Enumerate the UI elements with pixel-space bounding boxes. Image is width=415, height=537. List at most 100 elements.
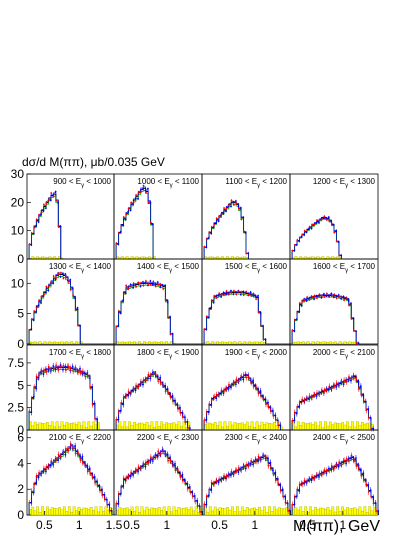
data-point [267,464,270,467]
data-point [179,406,181,409]
data-point [321,389,323,392]
panel: 1700 < Eγ < 1800 0 2.5 5 7.5 [7,344,115,437]
data-point [301,483,304,486]
systematics-band-bin [36,424,39,431]
data-point [142,383,144,386]
data-point [220,389,223,392]
data-point [255,386,257,389]
systematics-band-bin [160,341,164,345]
data-point [91,385,94,388]
data-point [362,400,365,402]
systematics-band-bin [311,424,315,431]
data-point [323,215,326,218]
data-point [115,325,118,328]
data-point [343,299,345,301]
systematics-band-bin [277,507,281,516]
data-point [315,221,318,224]
data-point [28,243,31,246]
data-point [215,397,218,400]
data-point [210,399,213,401]
data-point [320,296,323,299]
data-point [60,271,62,274]
systematics-band-bin [263,424,266,431]
data-point [110,509,113,512]
gamma-subscript: γ [169,439,172,445]
data-point [167,391,169,394]
systematics-band-bin [316,341,320,345]
data-point [237,380,240,383]
data-point [205,495,208,498]
data-point [159,381,162,384]
data-point [124,218,127,221]
data-point [311,475,313,478]
model-curve-blue [28,444,115,516]
data-point [119,409,122,412]
systematics-band-bin [97,511,100,516]
systematics-band-bin [250,421,254,431]
data-point [210,404,213,406]
data-point [130,471,133,474]
data-point [262,338,265,341]
data-point [84,375,87,378]
data-point [132,472,135,475]
systematics-band-bin [353,426,357,431]
data-point [269,466,272,469]
data-point [213,223,216,226]
data-point [52,282,55,285]
x-axis-title: M(ππ), GeV [293,518,380,535]
data-point [228,383,230,386]
data-point [293,244,296,247]
data-point [228,474,230,477]
data-point [134,197,137,200]
data-point [308,298,311,301]
systematics-band-bin [75,510,78,516]
systematics-band-bin [299,342,303,345]
data-point [122,403,125,406]
data-point [260,324,262,327]
data-point [156,375,159,378]
data-point [308,478,311,481]
data-point [37,304,40,307]
data-point [117,418,120,421]
systematics-band-bin [60,341,64,345]
data-point [79,324,81,327]
data-point [220,293,223,296]
data-point [333,385,336,387]
data-point [296,311,299,314]
data-point [60,455,62,458]
energy-high: < 2400 [260,433,287,442]
data-point [62,277,65,280]
data-point [210,306,213,309]
data-point [264,338,267,341]
data-point [235,293,238,296]
data-point [274,418,277,421]
systematics-band-bin [226,341,229,345]
data-point [340,380,343,383]
data-point [301,233,304,236]
systematics-band-bin [365,422,369,431]
data-point [77,324,79,327]
systematics-band-bin [341,422,345,431]
systematics-band-bin [223,341,227,345]
x-tick-label: 1 [163,518,170,532]
systematics-band-bin [265,422,269,431]
data-point [164,384,167,387]
data-point [372,496,375,499]
data-point [323,293,325,295]
systematics-band-bin [162,424,166,431]
data-point [208,308,211,311]
systematics-band-bin [133,422,136,431]
model-curve-blue [115,450,203,515]
systematics-band-bin [336,342,340,345]
data-point [145,280,147,282]
data-point [50,282,53,284]
data-point [308,226,311,228]
data-point [362,394,365,397]
data-point [62,450,65,453]
data-point [76,307,79,309]
data-point [284,495,287,498]
systematics-band-bin [233,341,237,345]
data-point [130,285,133,287]
systematics-band-bin [155,508,159,516]
data-point [267,405,270,408]
